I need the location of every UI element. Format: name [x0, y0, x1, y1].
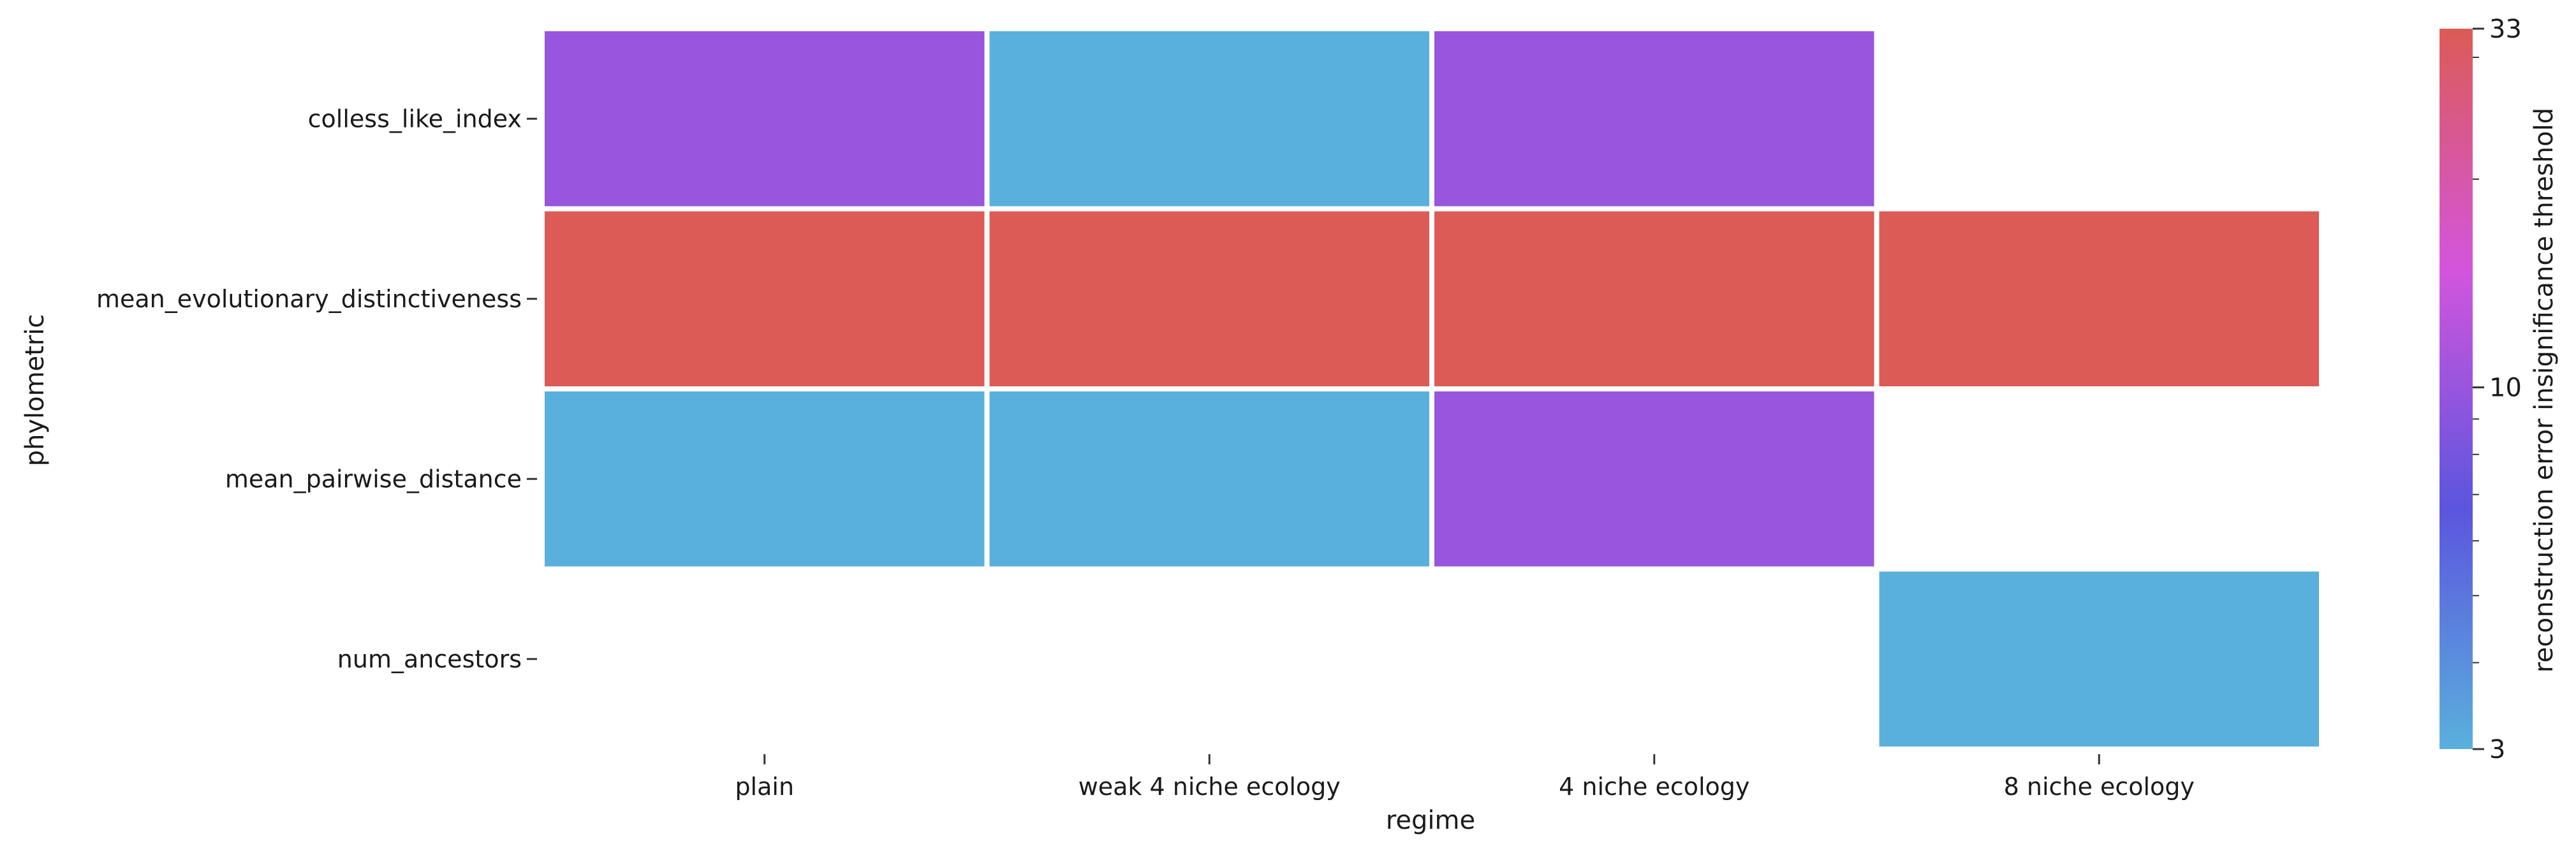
heatmap-cell — [1429, 26, 1880, 212]
heatmap-cell — [1429, 206, 1880, 391]
x-axis-label: regime — [1386, 806, 1475, 835]
x-tick-label: 4 niche ecology — [1559, 773, 1749, 801]
y-tick-label: mean_evolutionary_distinctiveness — [96, 285, 522, 313]
y-axis-ticks: colless_like_index mean_evolutionary_dist… — [96, 105, 537, 673]
y-tick-label: mean_pairwise_distance — [225, 465, 522, 493]
x-tick-label: weak 4 niche ecology — [1078, 773, 1341, 801]
heatmap-cells — [540, 26, 2324, 752]
colorbar: 3 10 33 — [2440, 15, 2522, 764]
colorbar-tick-label: 33 — [2489, 15, 2522, 44]
colorbar-label: reconstruction error insignificance thre… — [2529, 108, 2559, 673]
heatmap-cell — [984, 26, 1434, 212]
x-axis-ticks: plain weak 4 niche ecology 4 niche ecology… — [735, 754, 2195, 801]
heatmap-cell — [984, 386, 1434, 572]
colorbar-tick-label: 10 — [2489, 374, 2522, 403]
heatmap-cell — [984, 206, 1434, 391]
heatmap-cell — [540, 386, 990, 572]
y-axis-label: phylometric — [20, 314, 50, 467]
x-tick-label: 8 niche ecology — [2004, 773, 2195, 801]
colorbar-tick-label: 3 — [2489, 735, 2505, 764]
colorbar-gradient — [2440, 29, 2473, 749]
heatmap-cell — [1429, 386, 1880, 572]
heatmap-cell — [540, 206, 990, 391]
heatmap-cell — [1874, 566, 2324, 752]
heatmap-cell — [1874, 206, 2324, 391]
x-tick-label: plain — [735, 773, 794, 801]
heatmap-cell — [540, 26, 990, 212]
y-tick-label: num_ancestors — [337, 645, 522, 673]
y-tick-label: colless_like_index — [308, 105, 522, 133]
